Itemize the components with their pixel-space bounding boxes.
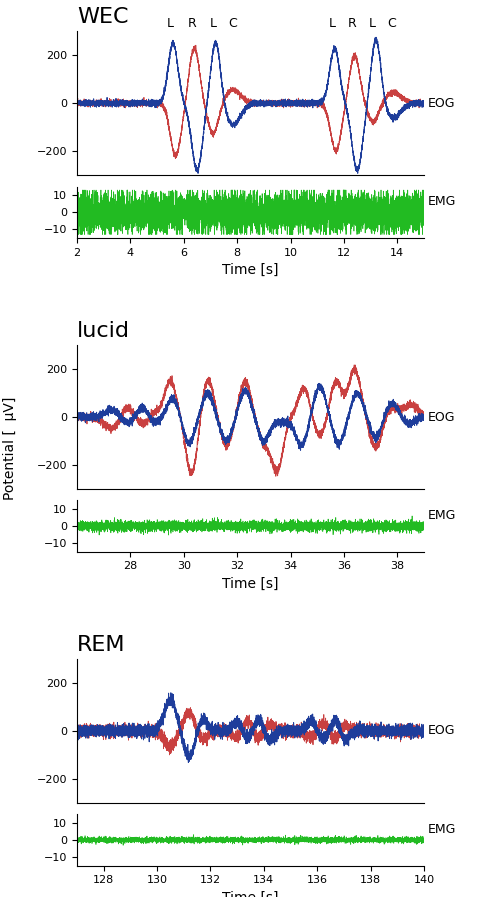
Text: L: L: [328, 17, 335, 30]
Text: L: L: [167, 17, 174, 30]
Text: EMG: EMG: [428, 509, 456, 522]
Text: Potential [  μV]: Potential [ μV]: [3, 396, 17, 501]
Text: R: R: [187, 17, 196, 30]
Text: C: C: [388, 17, 396, 30]
Text: lucid: lucid: [77, 321, 130, 341]
Text: WEC: WEC: [77, 7, 128, 27]
X-axis label: Time [s]: Time [s]: [222, 263, 279, 277]
Text: C: C: [229, 17, 238, 30]
Text: REM: REM: [77, 635, 125, 655]
Text: R: R: [348, 17, 356, 30]
Text: EOG: EOG: [428, 725, 455, 737]
Text: EOG: EOG: [428, 411, 455, 423]
Text: EMG: EMG: [428, 196, 456, 208]
Text: EOG: EOG: [428, 97, 455, 109]
Text: L: L: [210, 17, 217, 30]
X-axis label: Time [s]: Time [s]: [222, 891, 279, 897]
X-axis label: Time [s]: Time [s]: [222, 577, 279, 591]
Text: EMG: EMG: [428, 823, 456, 836]
Text: L: L: [369, 17, 375, 30]
